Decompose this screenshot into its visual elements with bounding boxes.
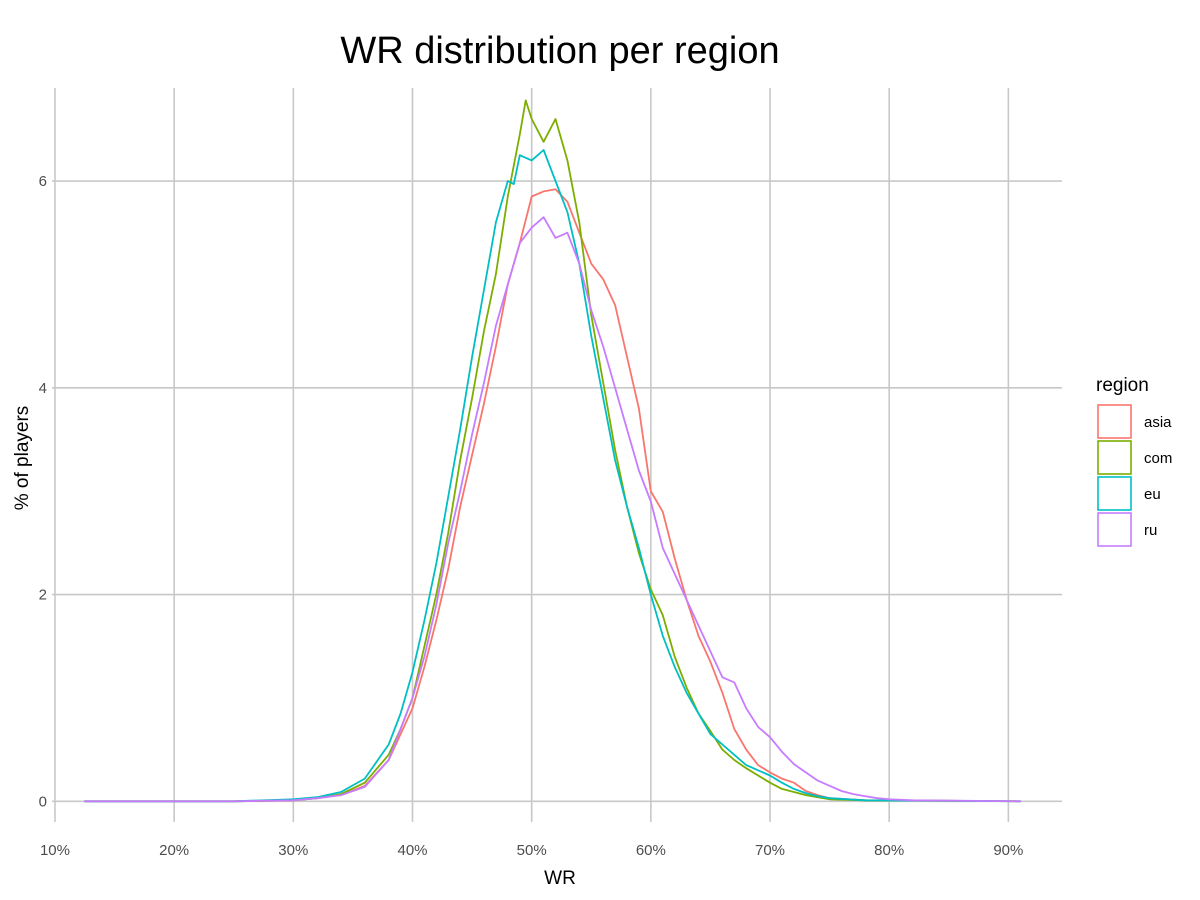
x-tick-label: 10% xyxy=(40,842,70,859)
y-tick-label: 4 xyxy=(39,380,47,397)
x-tick-label: 90% xyxy=(993,842,1023,859)
x-tick-label: 70% xyxy=(755,842,785,859)
legend-label-ru: ru xyxy=(1144,522,1157,539)
series-lines xyxy=(83,99,1022,803)
y-axis-title: % of players xyxy=(12,406,33,511)
legend-key-asia xyxy=(1097,404,1132,439)
x-tick-label: 20% xyxy=(159,842,189,859)
legend: region asia com eu ru xyxy=(1096,375,1172,547)
legend-key-com xyxy=(1097,440,1132,475)
series-line-asia xyxy=(83,188,1022,803)
legend-label-asia: asia xyxy=(1144,414,1172,431)
series-line-eu xyxy=(83,149,1022,803)
y-tick-label: 6 xyxy=(39,173,47,190)
legend-label-eu: eu xyxy=(1144,486,1161,503)
y-axis-ticks: 0 2 4 6 xyxy=(39,173,47,810)
y-tick-label: 0 xyxy=(39,793,47,810)
x-tick-label: 60% xyxy=(636,842,666,859)
series-line-com xyxy=(83,99,1022,803)
legend-key-eu xyxy=(1097,476,1132,511)
x-axis-ticks: 10% 20% 30% 40% 50% 60% 70% 80% 90% xyxy=(40,842,1023,859)
x-tick-label: 50% xyxy=(517,842,547,859)
x-axis-title: WR xyxy=(544,868,576,889)
x-tick-label: 30% xyxy=(278,842,308,859)
grid xyxy=(52,88,1062,822)
x-tick-label: 40% xyxy=(397,842,427,859)
legend-key-ru xyxy=(1097,512,1132,547)
x-tick-label: 80% xyxy=(874,842,904,859)
y-tick-label: 2 xyxy=(39,587,47,604)
chart-title: WR distribution per region xyxy=(340,30,779,72)
legend-label-com: com xyxy=(1144,450,1172,467)
legend-items: asia com eu ru xyxy=(1097,404,1172,547)
legend-title: region xyxy=(1096,375,1149,396)
series-line-ru xyxy=(83,216,1022,803)
